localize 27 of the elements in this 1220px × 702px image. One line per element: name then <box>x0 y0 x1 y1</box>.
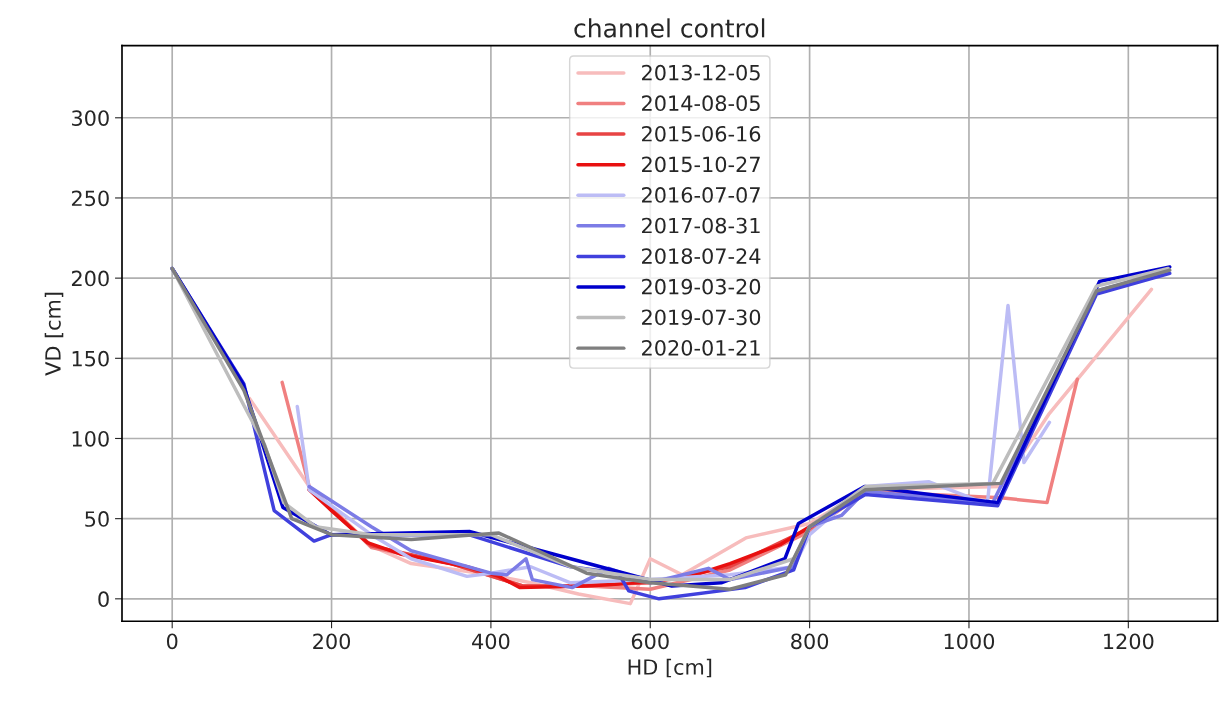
x-tick-label: 800 <box>791 633 829 650</box>
y-tick-label: 300 <box>72 110 109 126</box>
legend-label: 2020-01-21 <box>642 339 760 356</box>
legend-label: 2017-08-31 <box>642 217 760 234</box>
legend-label: 2016-07-07 <box>642 187 760 203</box>
x-tick-label: 1000 <box>944 633 995 650</box>
y-tick-label: 50 <box>85 511 109 527</box>
x-tick-label: 200 <box>313 633 351 650</box>
chart-title: channel control <box>574 18 765 38</box>
legend-label: 2014-08-05 <box>642 95 760 112</box>
legend-label: 2013-12-05 <box>642 64 760 81</box>
x-tick-label: 600 <box>631 633 669 650</box>
x-tick-label: 0 <box>166 633 178 650</box>
y-tick-label: 0 <box>98 591 109 608</box>
x-axis-title: HD [cm] <box>628 658 712 678</box>
legend-label: 2019-07-30 <box>642 309 761 326</box>
legend-label: 2015-06-16 <box>642 125 761 142</box>
x-tick-label: 1200 <box>1104 633 1154 650</box>
y-axis-title: VD [cm] <box>44 292 64 376</box>
y-tick-label: 100 <box>72 430 109 447</box>
y-tick-label: 150 <box>72 350 109 367</box>
legend-label: 2015-10-27 <box>642 156 760 173</box>
x-tick-label: 400 <box>472 633 510 650</box>
legend-label: 2019-03-20 <box>642 278 761 295</box>
y-tick-label: 250 <box>71 190 109 207</box>
legend-label: 2018-07-24 <box>642 248 761 264</box>
y-tick-label: 200 <box>71 270 109 287</box>
